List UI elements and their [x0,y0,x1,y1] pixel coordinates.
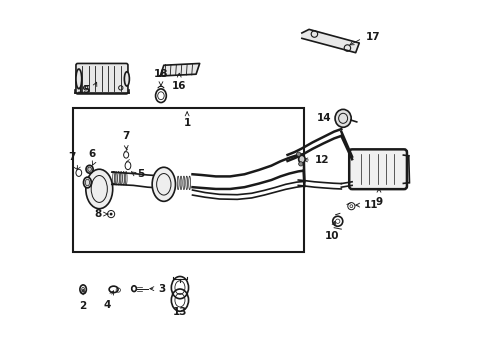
Ellipse shape [85,169,112,209]
Text: 13: 13 [172,307,187,317]
Polygon shape [301,30,359,53]
Text: 7: 7 [122,131,129,141]
FancyBboxPatch shape [76,63,128,94]
Circle shape [109,213,112,216]
Text: 5: 5 [137,168,144,179]
Ellipse shape [334,109,350,127]
Text: 12: 12 [314,155,328,165]
Text: 18: 18 [153,69,168,79]
Text: 2: 2 [80,301,86,311]
Text: 8: 8 [94,209,102,219]
Ellipse shape [152,167,175,201]
Text: 1: 1 [183,118,190,128]
Text: 10: 10 [325,231,339,241]
Ellipse shape [86,165,93,173]
Polygon shape [160,63,199,76]
Ellipse shape [76,69,81,89]
Text: 4: 4 [103,300,111,310]
Text: 17: 17 [365,32,379,41]
Text: 14: 14 [316,113,330,123]
FancyBboxPatch shape [348,149,406,189]
Circle shape [296,152,300,156]
Ellipse shape [83,177,91,188]
Text: 3: 3 [159,284,166,294]
Text: 15: 15 [76,85,91,95]
Text: 16: 16 [172,81,186,91]
Circle shape [298,162,303,166]
Text: 7: 7 [68,152,75,162]
Text: 9: 9 [375,197,382,207]
Text: 11: 11 [364,200,378,210]
Text: 6: 6 [89,149,96,159]
Bar [73,108,304,252]
Ellipse shape [124,72,129,86]
Ellipse shape [298,155,305,163]
